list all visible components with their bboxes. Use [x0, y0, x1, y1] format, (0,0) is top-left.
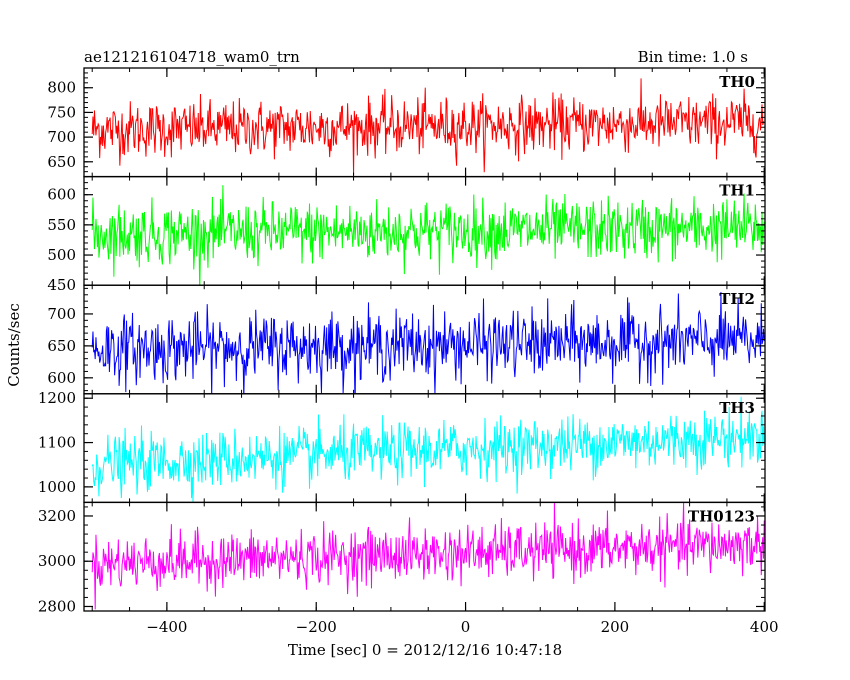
- series-th3: [91, 396, 765, 503]
- y-tick-label: 600: [47, 186, 76, 204]
- y-tick-label: 1000: [38, 478, 76, 496]
- x-tick-label: 400: [750, 618, 779, 636]
- y-tick-label: 700: [47, 128, 76, 146]
- x-axis: −400 −200 0 200 400: [146, 618, 778, 636]
- series-th1: [91, 185, 765, 286]
- y-tick-label: 2800: [38, 597, 76, 615]
- y-tick-label: 1100: [38, 434, 76, 452]
- series-th2: [91, 292, 765, 394]
- y-axis-label: Counts/sec: [5, 303, 23, 387]
- panel-frame: [83, 501, 766, 612]
- y-tick-label: 700: [47, 305, 76, 323]
- panel-label: TH0: [719, 73, 755, 91]
- panels: 650 700 750 800 TH0 450 500 550 600 TH1 600 650 700 T…: [38, 67, 766, 615]
- y-tick-label: 500: [47, 246, 76, 264]
- y-tick-label: 800: [47, 79, 76, 97]
- series-th0: [91, 78, 765, 175]
- panel-th0: 650 700 750 800 TH0: [47, 67, 766, 178]
- x-tick-label: 0: [461, 618, 471, 636]
- panel-th3: 1000 1100 1200 TH3: [38, 389, 766, 504]
- y-tick-label: 550: [47, 216, 76, 234]
- y-tick-label: 3000: [38, 552, 76, 570]
- y-tick-label: 450: [47, 276, 76, 294]
- x-tick-label: −400: [146, 618, 187, 636]
- chart-title: ae121216104718_wam0_trn: [84, 48, 300, 66]
- panel-label: TH3: [719, 399, 755, 417]
- y-tick-label: 650: [47, 153, 76, 171]
- series-th0123: [91, 502, 765, 610]
- bin-time-label: Bin time: 1.0 s: [638, 48, 748, 66]
- y-tick-label: 600: [47, 369, 76, 387]
- y-tick-label: 750: [47, 103, 76, 121]
- y-tick-label: 650: [47, 337, 76, 355]
- y-tick-label: 3200: [38, 507, 76, 525]
- panel-label: TH2: [719, 290, 755, 308]
- panel-th2: 600 650 700 TH2: [47, 284, 766, 395]
- y-tick-label: 1200: [38, 389, 76, 407]
- x-axis-label: Time [sec] 0 = 2012/12/16 10:47:18: [288, 641, 562, 659]
- x-tick-label: −200: [296, 618, 337, 636]
- panel-label: TH0123: [688, 507, 755, 525]
- x-tick-label: 200: [601, 618, 630, 636]
- panel-th1: 450 500 550 600 TH1: [47, 175, 766, 294]
- panel-label: TH1: [719, 182, 755, 200]
- panel-th0123: 2800 3000 3200 TH0123: [38, 501, 766, 615]
